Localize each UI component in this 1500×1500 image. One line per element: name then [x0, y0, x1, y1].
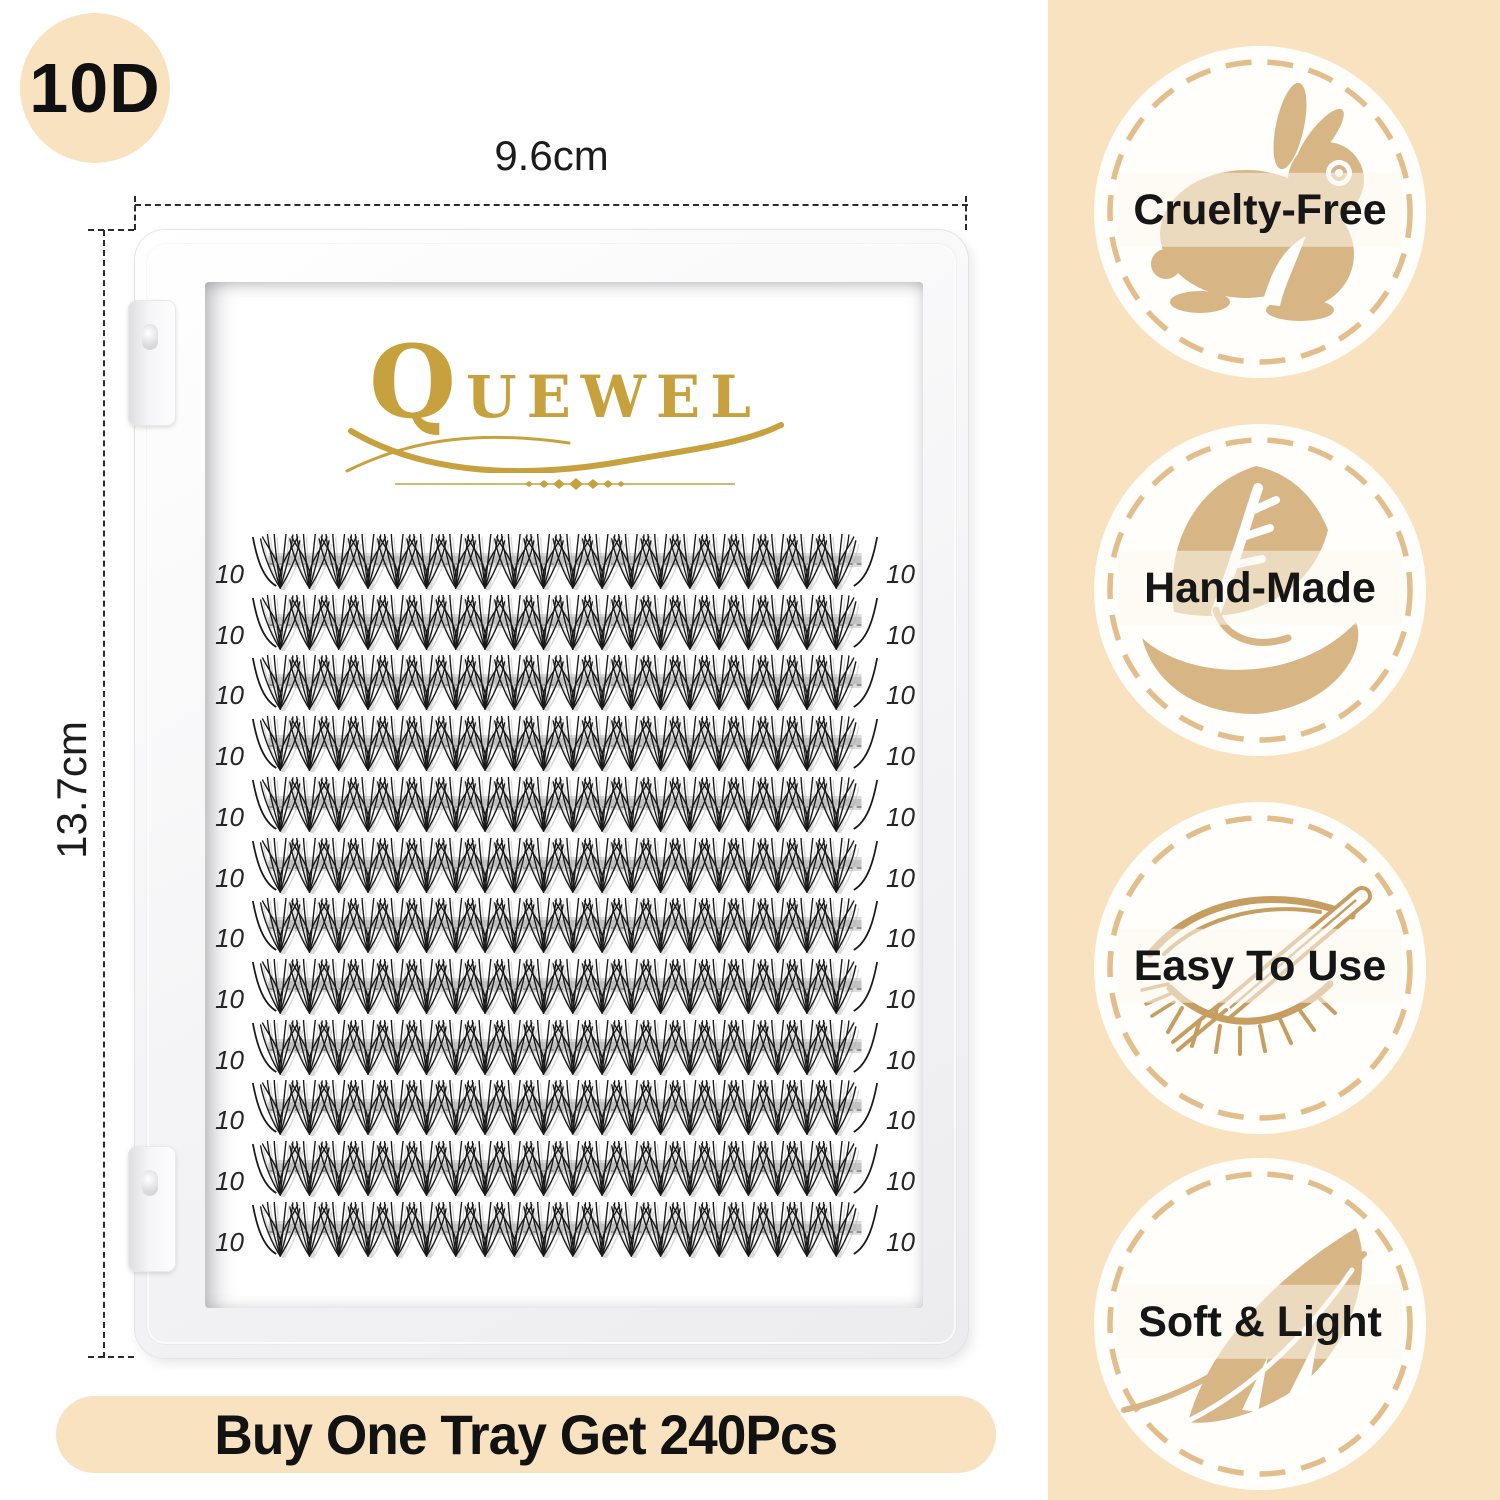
height-dimension-label: 13.7cm	[48, 721, 95, 859]
row-label-left: 10	[215, 1226, 244, 1257]
width-dimension-label: 9.6cm	[494, 132, 609, 179]
row-label-right: 10	[886, 984, 915, 1015]
feature-label: Soft & Light	[1138, 1297, 1382, 1346]
lash-row: 10 10	[208, 837, 922, 894]
lash-row: 10 10	[208, 534, 922, 590]
size-badge-text: 10D	[29, 49, 161, 127]
row-label-right: 10	[886, 801, 915, 832]
lash-row: 10 10	[208, 1141, 922, 1198]
row-label-right: 10	[886, 1166, 915, 1197]
row-label-left: 10	[215, 923, 244, 954]
lash-strip	[251, 1080, 879, 1137]
feature-badge-hand-made: Hand-Made	[1094, 424, 1426, 756]
feature-label: Easy To Use	[1133, 941, 1387, 990]
row-label-right: 10	[886, 923, 915, 954]
lash-row: 10 10	[208, 1080, 922, 1137]
size-badge: 10D	[20, 13, 170, 163]
feature-badge-soft-light: Soft & Light	[1094, 1158, 1426, 1490]
promo-banner-text: Buy One Tray Get 240Pcs	[214, 1403, 839, 1466]
lash-row: 10 10	[208, 776, 922, 833]
lash-row: 10 10	[208, 716, 922, 773]
row-label-left: 10	[215, 680, 244, 711]
row-label-left: 10	[215, 801, 244, 832]
lash-strip	[251, 1141, 879, 1198]
row-label-left: 10	[215, 1166, 244, 1197]
lash-strip	[251, 716, 879, 773]
height-dimension-tick-bottom	[88, 1356, 134, 1358]
lash-strip	[251, 594, 879, 651]
row-label-left: 10	[215, 984, 244, 1015]
lash-strip	[251, 655, 879, 712]
row-label-right: 10	[886, 1105, 915, 1136]
tray-hinge-bottom	[128, 1146, 176, 1272]
row-label-left: 10	[215, 1105, 244, 1136]
row-label-right: 10	[886, 619, 915, 650]
row-label-left: 10	[215, 741, 244, 772]
badge-label-band: Hand-Made	[1118, 550, 1402, 625]
lash-strip	[251, 534, 879, 590]
badge-label-band: Cruelty-Free	[1118, 172, 1402, 247]
tray-hinge-top	[128, 300, 176, 426]
row-label-right: 10	[886, 680, 915, 711]
lash-strip	[251, 1019, 879, 1076]
lash-strip	[251, 1201, 879, 1258]
logo-swoosh-icon	[345, 421, 784, 473]
row-label-left: 10	[215, 862, 244, 893]
lash-row: 10 10	[208, 898, 922, 955]
feature-label: Hand-Made	[1144, 563, 1376, 612]
brand-logo: QUEWEL	[345, 323, 785, 493]
width-dimension-tick-left	[134, 196, 136, 230]
width-dimension-tick-right	[965, 196, 967, 230]
logo-divider-icon	[395, 477, 735, 490]
lash-rows: 10 10 10 10 10 10 10 10 10 10 10 10 10 10 10 10 10 10 10 10…	[208, 534, 922, 1258]
lash-strip	[251, 776, 879, 833]
badge-label-band: Soft & Light	[1118, 1284, 1402, 1359]
row-label-left: 10	[215, 559, 244, 589]
width-dimension-line	[135, 204, 968, 206]
lash-row: 10 10	[208, 1201, 922, 1258]
lash-strip	[251, 898, 879, 955]
lash-row: 10 10	[208, 655, 922, 712]
lash-strip	[251, 959, 879, 1016]
row-label-right: 10	[886, 862, 915, 893]
row-label-right: 10	[886, 1044, 915, 1075]
promo-banner: Buy One Tray Get 240Pcs	[56, 1396, 996, 1473]
height-dimension-tick-top	[88, 229, 134, 231]
badge-label-band: Easy To Use	[1118, 928, 1402, 1003]
lash-row: 10 10	[208, 1019, 922, 1076]
row-label-right: 10	[886, 1226, 915, 1257]
lash-row: 10 10	[208, 594, 922, 651]
brand-name: QUEWEL	[369, 323, 761, 441]
row-label-right: 10	[886, 741, 915, 772]
lash-strip	[251, 837, 879, 894]
row-label-left: 10	[215, 619, 244, 650]
height-dimension-line	[103, 230, 105, 1358]
lash-tray: QUEWEL 10 10 10 10 10 10 10 10 10 10 10 10 10 10 10 10 1…	[135, 230, 968, 1358]
lash-row: 10 10	[208, 959, 922, 1016]
row-label-left: 10	[215, 1044, 244, 1075]
feature-badge-easy-to-use: Easy To Use	[1094, 802, 1426, 1134]
feature-label: Cruelty-Free	[1133, 185, 1387, 234]
row-label-right: 10	[886, 559, 915, 589]
feature-badge-cruelty-free: Cruelty-Free	[1094, 46, 1426, 378]
